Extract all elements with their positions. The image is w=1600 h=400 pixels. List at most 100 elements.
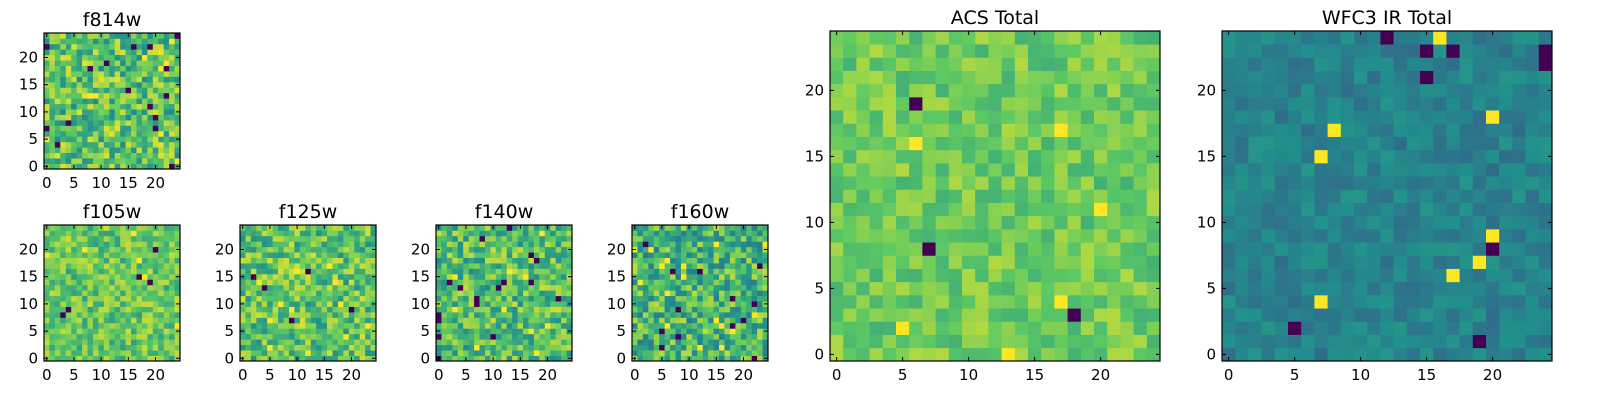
heatmap-cell — [1094, 308, 1108, 322]
x-tick-label: 0 — [832, 366, 842, 384]
heatmap-cell — [1067, 229, 1082, 243]
heatmap-cell — [713, 263, 720, 269]
heatmap-cell — [103, 109, 110, 115]
heatmap-cell — [294, 317, 301, 324]
heatmap-cell — [1080, 149, 1095, 164]
heatmap-cell — [1261, 334, 1276, 349]
heatmap-cell — [98, 125, 105, 132]
heatmap-cell — [1301, 334, 1315, 349]
heatmap-cell — [675, 317, 682, 324]
heatmap-cell — [490, 230, 497, 237]
heatmap-cell — [762, 241, 769, 248]
heatmap-cell — [632, 241, 638, 248]
heatmap-cell — [54, 290, 61, 297]
heatmap-cell — [267, 268, 273, 275]
heatmap-cell — [686, 333, 693, 340]
heatmap-cell — [757, 225, 763, 231]
heatmap-cell — [719, 290, 725, 297]
heatmap-cell — [517, 295, 524, 302]
heatmap-cell — [550, 230, 557, 237]
heatmap-cell — [566, 344, 573, 351]
heatmap-cell — [109, 152, 116, 159]
heatmap-cell — [869, 295, 884, 309]
heatmap-cell — [757, 306, 763, 313]
heatmap-cell — [136, 103, 143, 110]
heatmap-cell — [158, 290, 165, 297]
heatmap-cell — [735, 322, 742, 329]
heatmap-cell — [441, 246, 448, 253]
heatmap-cell — [1001, 189, 1016, 203]
heatmap-cell — [1393, 347, 1408, 362]
heatmap-cell — [1028, 202, 1042, 217]
heatmap-cell — [365, 312, 371, 318]
heatmap-cell — [1222, 281, 1236, 296]
heatmap-cell — [305, 328, 312, 335]
heatmap-cell — [988, 44, 1002, 58]
heatmap-cell — [1133, 70, 1148, 85]
heatmap-cell — [169, 114, 175, 121]
heatmap-cell — [245, 273, 252, 280]
heatmap-cell — [512, 339, 518, 346]
heatmap-cell — [1472, 123, 1487, 137]
heatmap-cell — [71, 158, 77, 164]
heatmap-cell — [327, 230, 333, 237]
heatmap-cell — [92, 225, 99, 231]
heatmap-cell — [474, 290, 480, 297]
heatmap-cell — [474, 241, 480, 248]
heatmap-cell — [528, 252, 535, 258]
heatmap-cell — [267, 306, 273, 313]
x-tick-label: 5 — [657, 366, 667, 384]
heatmap-cell — [76, 33, 83, 39]
heatmap-cell — [517, 312, 524, 318]
heatmap-cell — [1054, 136, 1068, 151]
heatmap-cell — [1146, 163, 1161, 177]
heatmap-cell — [962, 136, 976, 151]
heatmap-cell — [60, 328, 67, 335]
heatmap-cell — [1393, 189, 1408, 203]
heatmap-cell — [54, 130, 61, 137]
heatmap-cell — [909, 268, 923, 283]
heatmap-cell — [294, 235, 301, 242]
x-tick-label: 10 — [1351, 366, 1370, 384]
heatmap-cell — [988, 70, 1002, 85]
heatmap-cell — [354, 333, 361, 340]
heatmap-cell — [370, 333, 377, 340]
heatmap-cell — [1235, 268, 1249, 283]
heatmap-cell — [158, 246, 165, 253]
heatmap-cell — [65, 301, 72, 307]
heatmap-cell — [65, 87, 72, 94]
heatmap-cell — [882, 308, 897, 322]
heatmap-cell — [1472, 83, 1487, 98]
heatmap-cell — [54, 49, 61, 56]
heatmap-cell — [675, 322, 682, 329]
heatmap-cell — [348, 328, 355, 335]
heatmap-cell — [316, 301, 322, 307]
heatmap-cell — [141, 295, 148, 302]
heatmap-cell — [147, 163, 154, 170]
heatmap-cell — [98, 87, 105, 94]
heatmap-cell — [343, 355, 350, 362]
heatmap-cell — [1120, 229, 1134, 243]
heatmap-cell — [708, 279, 714, 286]
heatmap-cell — [332, 355, 339, 362]
heatmap-cell — [830, 57, 844, 71]
heatmap-cell — [922, 123, 936, 137]
heatmap-cell — [60, 81, 67, 88]
heatmap-cell — [463, 268, 469, 275]
heatmap-cell — [1380, 295, 1394, 309]
heatmap-cell — [909, 57, 923, 71]
heatmap-cell — [751, 322, 758, 329]
heatmap-cell — [1222, 202, 1236, 217]
heatmap-cell — [152, 60, 159, 66]
heatmap-cell — [1248, 163, 1262, 177]
heatmap-cell — [169, 317, 175, 324]
heatmap-cell — [988, 97, 1002, 111]
heatmap-cell — [1094, 136, 1108, 151]
heatmap-cell — [1446, 123, 1460, 137]
heatmap-cell — [637, 317, 644, 324]
heatmap-cell — [1248, 321, 1262, 335]
heatmap-cell — [1133, 215, 1148, 230]
heatmap-cell — [1094, 281, 1108, 296]
heatmap-cell — [555, 273, 562, 280]
heatmap-cell — [103, 141, 110, 148]
